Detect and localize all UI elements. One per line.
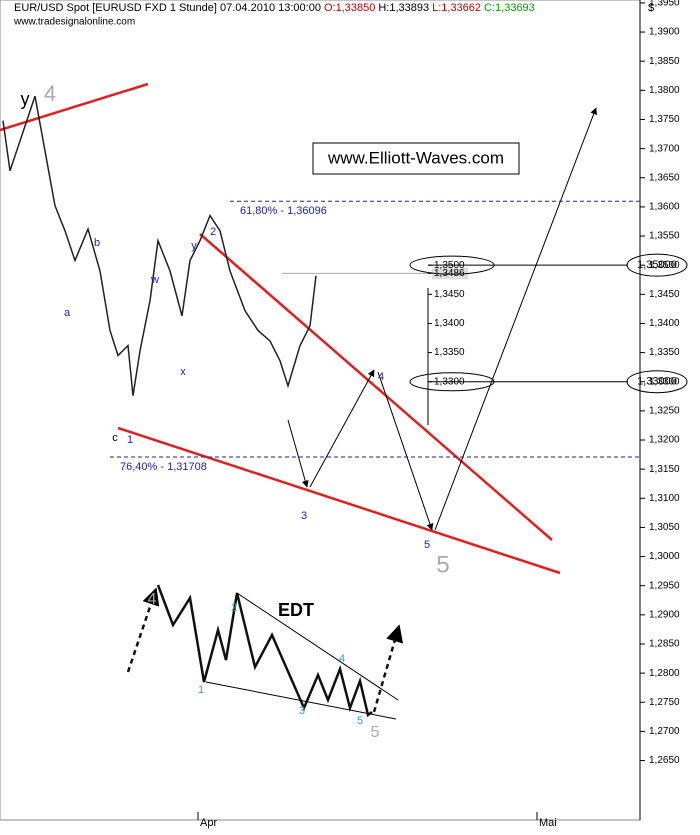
trend-line [117,426,561,575]
wave-label: 1 [127,434,133,446]
mini-ellipse [409,255,495,275]
wave-label: 4 [44,81,56,106]
y-tick-label: 1,3000 [649,551,680,562]
y-tick-label: 1,3800 [649,85,680,96]
y-tick-label: 1,3600 [649,202,680,213]
source: www.tradesignalonline.com [13,17,135,28]
wave-label: 4 [378,371,384,383]
target-label: 1,33000 [637,376,677,388]
y-tick-label: 1,2950 [649,580,680,591]
price-box [432,267,468,280]
fib-label: 76,40% - 1,31708 [120,461,207,473]
y-tick-label: 1,3700 [649,143,680,154]
high: H:1,33893 [378,2,429,14]
y-tick-label: 1,3750 [649,114,680,125]
wave-label: 5 [436,551,449,578]
wave-label: 5 [424,539,430,551]
wave-label: x [180,366,186,378]
y-tick-label: 1,3050 [649,522,680,533]
wave-label: w [150,274,159,286]
open: O:1,33850 [324,2,375,14]
edt-sketch [126,584,404,718]
fib-label: 61,80% - 1,36096 [240,205,327,217]
y-tick-label: 1,3300 [649,376,680,387]
y-tick-label: 1,3850 [649,56,680,67]
edt-label: 1 [198,684,204,696]
y-tick-label: 1,2650 [649,755,680,766]
wave-label: y [21,89,30,109]
y-tick-label: 1,2800 [649,668,680,679]
y-tick-label: 1,3200 [649,435,680,446]
mini-tick-label: 1,3400 [434,318,465,329]
mini-ellipse [409,372,495,392]
title: EUR/USD Spot [EURUSD FXD 1 Stunde] 07.04… [14,2,321,14]
y-tick-label: 1,2700 [649,726,680,737]
wave-label: b [94,237,100,249]
mini-tick-label: 1,3450 [434,289,465,300]
mini-tick-label: 1,3486 [434,268,465,279]
x-tick-label: Mai [539,817,557,829]
y-tick-label: 1,2750 [649,697,680,708]
watermark-box [312,142,520,175]
wave-label: a [64,307,71,319]
close: C:1,33693 [484,2,535,14]
watermark: www.Elliott-Waves.com [327,148,504,167]
y-tick-label: 1,3150 [649,464,680,475]
y-tick-label: 1,2850 [649,639,680,650]
y-tick-label: 1,3500 [649,260,680,271]
y-tick-label: 1,3550 [649,231,680,242]
low: L:1,33662 [432,2,481,14]
y-tick-label: 1,3250 [649,406,680,417]
wave-label: c [112,432,118,444]
y-tick-label: 1,2900 [649,609,680,620]
y-tick-label: 1,3100 [649,493,680,504]
edt-label: 5 [357,715,363,727]
x-tick-label: Apr [200,817,217,829]
trend-line [199,233,553,541]
edt-label: 3 [299,705,305,717]
y-tick-label: 1,3400 [649,318,680,329]
edt-line [205,681,397,720]
y-tick-label: 1,3450 [649,289,680,300]
unit: $ [648,2,654,14]
mini-tick-label: 1,3350 [434,347,465,358]
chart-title: EUR/USD Spot [EURUSD FXD 1 Stunde] 07.04… [14,2,535,14]
y-tick-label: 1,3650 [649,172,680,183]
y-tick-label: 1,3350 [649,347,680,358]
target-ellipse [626,370,688,394]
price-line-series [2,95,317,396]
edt-label: 5 [371,724,380,741]
y-tick-label: 1,3950 [649,0,680,9]
edt-line [236,592,399,701]
mini-tick-label: 1,3500 [434,260,465,271]
mini-tick-label: 1,3300 [434,376,465,387]
edt-label: EDT [278,600,314,620]
target-label: 1,35000 [637,259,677,271]
target-ellipse [626,253,688,277]
wave-label: 2 [210,226,216,238]
plot-area [0,0,641,821]
edt-label: 4 [148,591,157,608]
wave-label: 3 [301,510,307,522]
edt-label: 4 [339,653,345,665]
y-tick-label: 1,3900 [649,27,680,38]
edt-label: 2 [231,602,237,614]
trend-line [0,82,149,132]
annotations: www.Elliott-Waves.com [0,82,598,720]
wave-arrows [287,107,598,531]
wave-label: y [191,240,197,252]
